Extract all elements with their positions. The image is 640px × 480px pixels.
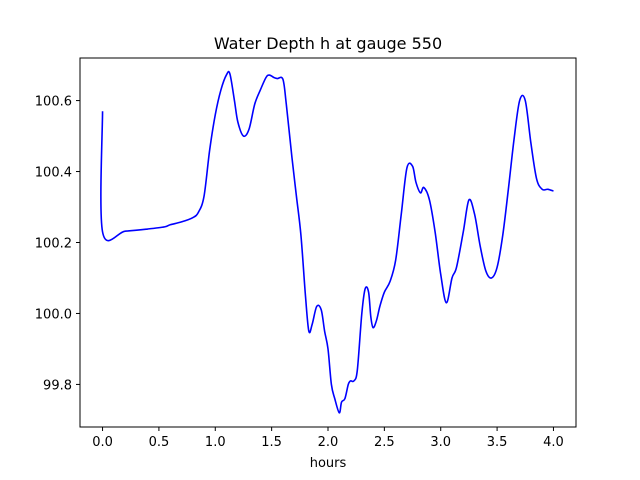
x-tick-label: 2.0 (318, 435, 339, 450)
x-tick-label: 3.0 (430, 435, 451, 450)
series-line (100, 70, 554, 414)
chart-title: Water Depth h at gauge 550 (214, 34, 442, 53)
x-tick-label: 3.5 (487, 435, 508, 450)
series-line-group (100, 70, 554, 414)
y-tick-label: 99.8 (43, 378, 72, 393)
x-tick-label: 0.5 (149, 435, 170, 450)
x-axis-ticks: 0.0 0.5 1.0 1.5 2.0 2.5 3.0 3.5 4.0 (92, 427, 564, 450)
y-tick-label: 100.2 (35, 237, 72, 252)
x-tick-label: 1.5 (261, 435, 282, 450)
x-tick-label: 1.0 (205, 435, 226, 450)
x-tick-label: 0.0 (92, 435, 113, 450)
x-axis-label: hours (310, 456, 347, 471)
plot-frame (79, 57, 577, 428)
x-tick-label: 4.0 (543, 435, 564, 450)
y-tick-label: 100.4 (35, 166, 72, 181)
y-tick-label: 100.6 (35, 95, 72, 110)
y-tick-label: 100.0 (35, 307, 72, 322)
x-tick-label: 2.5 (374, 435, 395, 450)
y-axis-ticks: 99.8 100.0 100.2 100.4 100.6 (35, 95, 80, 393)
